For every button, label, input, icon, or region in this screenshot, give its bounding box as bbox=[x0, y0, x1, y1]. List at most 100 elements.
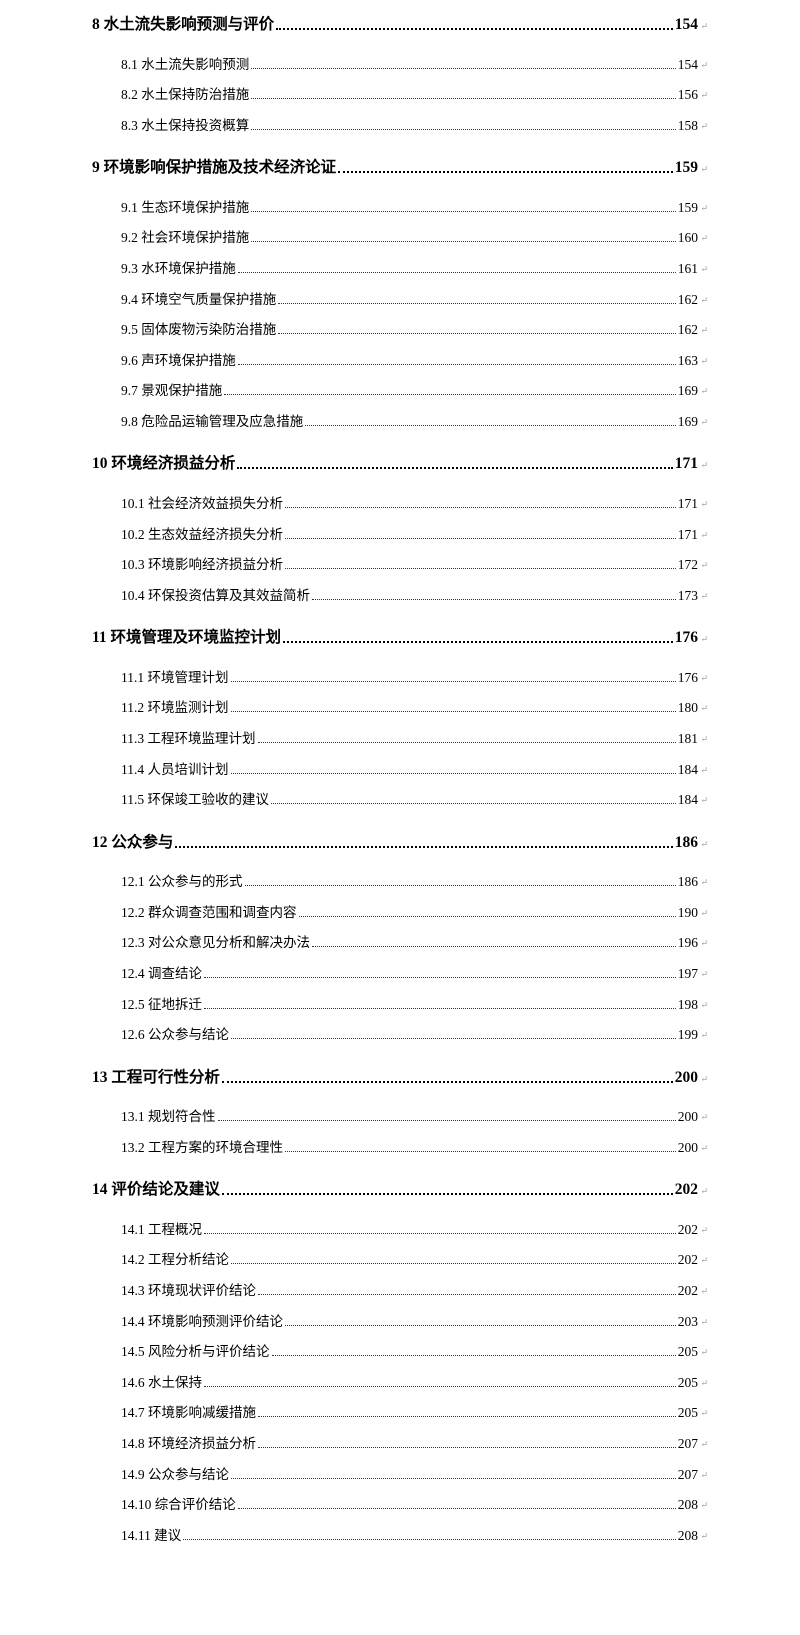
paragraph-mark-icon: ↵ bbox=[700, 907, 708, 918]
toc-section-item[interactable]: 10.4 环保投资估算及其效益简析 173 ↵ bbox=[121, 584, 708, 604]
toc-section-item[interactable]: 12.6 公众参与结论 199 ↵ bbox=[121, 1023, 708, 1043]
toc-section-item[interactable]: 14.1 工程概况 202 ↵ bbox=[121, 1218, 708, 1238]
toc-section-item[interactable]: 11.2 环境监测计划 180 ↵ bbox=[121, 696, 708, 716]
paragraph-mark-icon: ↵ bbox=[700, 1347, 708, 1358]
toc-section-item[interactable]: 11.3 工程环境监理计划 181 ↵ bbox=[121, 727, 708, 747]
toc-entry-title: 9.6 声环境保护措施 bbox=[121, 352, 236, 368]
toc-section-item[interactable]: 12.1 公众参与的形式 186 ↵ bbox=[121, 870, 708, 890]
dot-leader bbox=[230, 711, 676, 713]
paragraph-mark-icon: ↵ bbox=[700, 672, 708, 683]
toc-section-item[interactable]: 11.5 环保竣工验收的建议 184 ↵ bbox=[121, 788, 708, 808]
dot-leader bbox=[175, 845, 673, 848]
toc-entry-title: 9.7 景观保护措施 bbox=[121, 383, 223, 399]
toc-entry-title: 9 环境影响保护措施及技术经济论证 bbox=[92, 159, 337, 177]
toc-section-item[interactable]: 14.3 环境现状评价结论 202 ↵ bbox=[121, 1279, 708, 1299]
toc-section-item[interactable]: 12.2 群众调查范围和调查内容 190 ↵ bbox=[121, 901, 708, 921]
dot-leader bbox=[204, 1232, 676, 1234]
toc-entry-title: 12 公众参与 bbox=[92, 833, 174, 851]
toc-section-item[interactable]: 9.3 水环境保护措施 161 ↵ bbox=[121, 257, 708, 277]
paragraph-mark-icon: ↵ bbox=[700, 1530, 708, 1541]
dot-leader bbox=[230, 680, 676, 682]
toc-entry-title: 14.7 环境影响减缓措施 bbox=[121, 1405, 256, 1421]
toc-chapter-heading[interactable]: 14 评价结论及建议 202 ↵ bbox=[92, 1177, 708, 1199]
toc-entry-title: 11.1 环境管理计划 bbox=[121, 669, 229, 685]
dot-leader bbox=[298, 915, 676, 917]
dot-leader bbox=[278, 302, 676, 304]
dot-leader bbox=[231, 1038, 676, 1040]
toc-page-number: 163 bbox=[677, 352, 698, 368]
paragraph-mark-icon: ↵ bbox=[700, 1073, 708, 1084]
dot-leader bbox=[244, 885, 676, 887]
toc-section-item[interactable]: 11.4 人员培训计划 184 ↵ bbox=[121, 758, 708, 778]
toc-chapter-heading[interactable]: 9 环境影响保护措施及技术经济论证 159 ↵ bbox=[92, 155, 708, 177]
toc-chapter-heading[interactable]: 12 公众参与 186 ↵ bbox=[92, 830, 708, 852]
toc-section-item[interactable]: 14.10 综合评价结论 208 ↵ bbox=[121, 1493, 708, 1513]
toc-section-item[interactable]: 9.6 声环境保护措施 163 ↵ bbox=[121, 349, 708, 369]
toc-section-item[interactable]: 14.9 公众参与结论 207 ↵ bbox=[121, 1463, 708, 1483]
toc-section-item[interactable]: 14.5 风险分析与评价结论 205 ↵ bbox=[121, 1340, 708, 1360]
toc-section-item[interactable]: 13.2 工程方案的环境合理性 200 ↵ bbox=[121, 1136, 708, 1156]
toc-entry-title: 14.5 风险分析与评价结论 bbox=[121, 1344, 270, 1360]
toc-entry-title: 9.3 水环境保护措施 bbox=[121, 260, 236, 276]
toc-section-item[interactable]: 10.2 生态效益经济损失分析 171 ↵ bbox=[121, 523, 708, 543]
toc-section-item[interactable]: 9.4 环境空气质量保护措施 162 ↵ bbox=[121, 288, 708, 308]
paragraph-mark-icon: ↵ bbox=[700, 1255, 708, 1266]
dot-leader bbox=[224, 394, 676, 396]
toc-entry-title: 11 环境管理及环境监控计划 bbox=[92, 629, 282, 647]
toc-page-number: 207 bbox=[677, 1466, 698, 1482]
toc-section-item[interactable]: 9.2 社会环境保护措施 160 ↵ bbox=[121, 226, 708, 246]
toc-entry-title: 12.2 群众调查范围和调查内容 bbox=[121, 904, 297, 920]
toc-page-number: 169 bbox=[677, 413, 698, 429]
toc-section-item[interactable]: 10.3 环境影响经济损益分析 172 ↵ bbox=[121, 553, 708, 573]
toc-section-item[interactable]: 9.8 危险品运输管理及应急措施 169 ↵ bbox=[121, 410, 708, 430]
toc-chapter-heading[interactable]: 13 工程可行性分析 200 ↵ bbox=[92, 1065, 708, 1087]
toc-section-item[interactable]: 12.5 征地拆迁 198 ↵ bbox=[121, 993, 708, 1013]
dot-leader bbox=[312, 598, 676, 600]
toc-page-number: 202 bbox=[677, 1252, 698, 1268]
toc-chapter-heading[interactable]: 8 水土流失影响预测与评价 154 ↵ bbox=[92, 12, 708, 34]
paragraph-mark-icon: ↵ bbox=[700, 560, 708, 571]
dot-leader bbox=[305, 424, 676, 426]
toc-page-number: 160 bbox=[677, 230, 698, 246]
toc-section-item[interactable]: 14.4 环境影响预测评价结论 203 ↵ bbox=[121, 1310, 708, 1330]
toc-chapter-heading[interactable]: 11 环境管理及环境监控计划 176 ↵ bbox=[92, 625, 708, 647]
toc-entry-title: 11.4 人员培训计划 bbox=[121, 761, 229, 777]
toc-section-item[interactable]: 14.6 水土保持 205 ↵ bbox=[121, 1371, 708, 1391]
toc-section-item[interactable]: 14.2 工程分析结论 202 ↵ bbox=[121, 1248, 708, 1268]
toc-section-item[interactable]: 11.1 环境管理计划 176 ↵ bbox=[121, 666, 708, 686]
paragraph-mark-icon: ↵ bbox=[700, 1469, 708, 1480]
toc-entry-title: 11.2 环境监测计划 bbox=[121, 700, 229, 716]
toc-section-item[interactable]: 8.3 水土保持投资概算 158 ↵ bbox=[121, 114, 708, 134]
toc-section-item[interactable]: 13.1 规划符合性 200 ↵ bbox=[121, 1105, 708, 1125]
toc-section-item[interactable]: 12.3 对公众意见分析和解决办法 196 ↵ bbox=[121, 931, 708, 951]
paragraph-mark-icon: ↵ bbox=[700, 764, 708, 775]
dot-leader bbox=[237, 271, 676, 273]
dot-leader bbox=[258, 1446, 676, 1448]
toc-page-number: 205 bbox=[677, 1405, 698, 1421]
toc-section-item[interactable]: 9.7 景观保护措施 169 ↵ bbox=[121, 379, 708, 399]
toc-page-number: 200 bbox=[674, 1068, 698, 1086]
toc-section-item[interactable]: 9.5 固体废物污染防治措施 162 ↵ bbox=[121, 318, 708, 338]
toc-entry-title: 12.1 公众参与的形式 bbox=[121, 874, 243, 890]
toc-section-item[interactable]: 14.8 环境经济损益分析 207 ↵ bbox=[121, 1432, 708, 1452]
toc-section-item[interactable]: 8.1 水土流失影响预测 154 ↵ bbox=[121, 53, 708, 73]
toc-section-item[interactable]: 14.11 建议 208 ↵ bbox=[121, 1524, 708, 1544]
toc-section-item[interactable]: 9.1 生态环境保护措施 159 ↵ bbox=[121, 196, 708, 216]
toc-section-item[interactable]: 8.2 水土保持防治措施 156 ↵ bbox=[121, 83, 708, 103]
toc-entry-title: 14.1 工程概况 bbox=[121, 1221, 202, 1237]
toc-section-item[interactable]: 12.4 调查结论 197 ↵ bbox=[121, 962, 708, 982]
dot-leader bbox=[285, 1324, 676, 1326]
paragraph-mark-icon: ↵ bbox=[700, 1285, 708, 1296]
toc-page-number: 208 bbox=[677, 1527, 698, 1543]
toc-chapter-heading[interactable]: 10 环境经济损益分析 171 ↵ bbox=[92, 451, 708, 473]
paragraph-mark-icon: ↵ bbox=[700, 838, 708, 849]
toc-section-item[interactable]: 14.7 环境影响减缓措施 205 ↵ bbox=[121, 1401, 708, 1421]
toc-page-number: 200 bbox=[677, 1109, 698, 1125]
paragraph-mark-icon: ↵ bbox=[700, 1030, 708, 1041]
toc-page-number: 184 bbox=[677, 792, 698, 808]
toc-section-item[interactable]: 10.1 社会经济效益损失分析 171 ↵ bbox=[121, 492, 708, 512]
paragraph-mark-icon: ↵ bbox=[700, 294, 708, 305]
toc-entry-title: 12.3 对公众意见分析和解决办法 bbox=[121, 935, 310, 951]
paragraph-mark-icon: ↵ bbox=[700, 1438, 708, 1449]
toc-page-number: 198 bbox=[677, 996, 698, 1012]
